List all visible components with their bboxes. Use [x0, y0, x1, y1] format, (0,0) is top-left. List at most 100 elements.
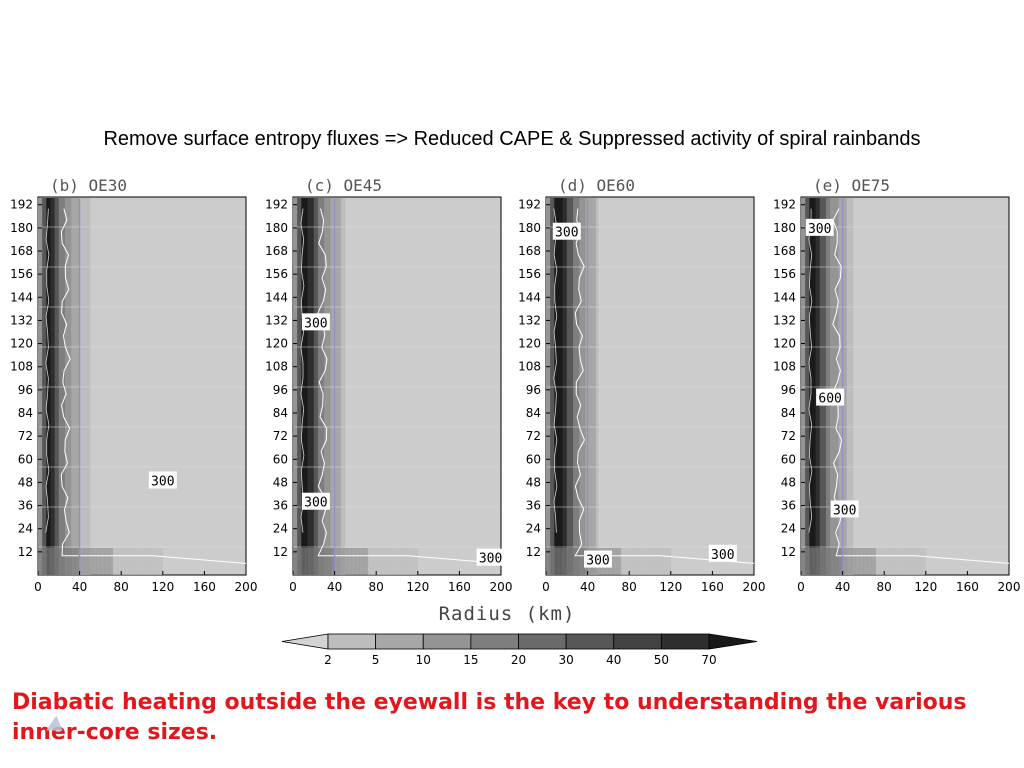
heating-shade-strip — [301, 198, 304, 575]
y-tick-label: 60 — [526, 452, 541, 466]
heating-shade-strip — [589, 198, 593, 575]
heating-shade-strip — [573, 198, 576, 575]
boundary-shade — [612, 548, 618, 575]
y-tick-label: 108 — [10, 360, 33, 374]
heating-shade-strip — [558, 198, 561, 575]
heating-shade-strip — [830, 198, 833, 575]
y-tick-label: 24 — [781, 522, 796, 536]
heating-shade-strip — [828, 198, 831, 575]
boundary-shade — [801, 548, 806, 575]
y-tick-label: 144 — [518, 290, 541, 304]
colorbar-tick-label: 2 — [324, 653, 332, 667]
panel-4: 300 600 300 12 24 36 48 60 72 84 96 108 120 132 144 156… — [773, 176, 1020, 594]
contour-line — [317, 208, 502, 564]
boundary-shade — [917, 548, 923, 575]
y-tick-label: 60 — [273, 452, 288, 466]
colorbar-box — [327, 633, 377, 650]
boundary-shade — [888, 548, 893, 575]
y-tick-label: 12 — [273, 545, 288, 559]
contour-label-box — [301, 492, 330, 510]
heating-shade-strip — [38, 198, 41, 575]
boundary-shade — [558, 548, 564, 575]
heating-shade-strip — [838, 198, 841, 575]
y-tick-label: 84 — [273, 406, 288, 420]
y-tick-label: 192 — [265, 198, 288, 212]
heating-shade-strip — [552, 198, 555, 575]
contour-label-box — [830, 500, 859, 518]
boundary-shade — [616, 548, 622, 575]
boundary-shade — [805, 548, 810, 575]
contour-line — [574, 208, 755, 564]
y-tick-label: 120 — [773, 337, 796, 351]
contour-line — [45, 208, 50, 533]
slide-title: Remove surface entropy fluxes => Reduced… — [103, 128, 921, 150]
boundary-shade — [809, 548, 814, 575]
y-tick-label: 180 — [10, 221, 33, 235]
contour-label-box — [476, 548, 505, 566]
colorbar-box — [375, 633, 424, 650]
heating-shade-strip — [844, 198, 848, 575]
boundary-shade — [71, 548, 76, 575]
contour-label-text: 300 — [304, 496, 327, 511]
heating-shade-strip — [85, 198, 89, 575]
heating-shade-strip — [307, 198, 311, 575]
boundary-shade — [142, 548, 147, 575]
boundary-shade — [146, 548, 151, 575]
boundary-shade — [637, 548, 643, 575]
boundary-shade — [388, 548, 394, 575]
boundary-shade — [117, 548, 122, 575]
colorbar-tick-label: 40 — [606, 653, 621, 667]
heating-shade-strip — [83, 198, 87, 575]
y-tick-label: 144 — [773, 290, 796, 304]
x-tick-label: 120 — [914, 580, 937, 594]
boundary-shade — [641, 548, 647, 575]
contour-label-box — [584, 550, 612, 568]
y-tick-label: 96 — [781, 383, 796, 397]
contour-label-text: 300 — [586, 554, 609, 569]
contour-label: 300 — [301, 313, 330, 331]
boundary-shade — [129, 548, 135, 575]
heating-shade-strip — [577, 198, 580, 575]
y-tick-label: 192 — [518, 198, 541, 212]
boundary-shade — [54, 548, 60, 575]
x-tick-label: 200 — [743, 580, 766, 594]
boundary-shade — [50, 548, 56, 575]
boundary-shade — [351, 548, 356, 575]
colorbar-box — [470, 633, 519, 650]
boundary-shade — [570, 548, 576, 575]
y-tick-label: 168 — [265, 244, 288, 258]
boundary-shade — [313, 548, 319, 575]
heating-shade-strip — [336, 198, 340, 575]
boundary-shade — [550, 548, 555, 575]
boundary-shade — [875, 548, 881, 575]
boundary-shade — [562, 548, 568, 575]
x-tick-label: 160 — [701, 580, 724, 594]
boundary-shade — [334, 548, 340, 575]
boundary-shade — [554, 548, 559, 575]
boundary-shade — [46, 548, 51, 575]
contour-label: 300 — [805, 218, 834, 237]
panel-1: 300 12 24 36 48 60 72 84 96 108 120 132 144 156 168 180… — [10, 176, 257, 594]
y-tick-label: 156 — [518, 267, 541, 281]
colorbar-arrow-right — [708, 633, 758, 650]
y-tick-label: 36 — [273, 499, 288, 513]
colorbar-box — [613, 633, 662, 650]
heating-shade-strip — [550, 198, 553, 575]
boundary-shade — [884, 548, 889, 575]
boundary-shade — [38, 548, 43, 575]
contour-label-box — [552, 222, 581, 240]
heating-shade-strip — [315, 198, 319, 575]
panel-2: 300 300 300 12 24 36 48 60 72 84 96 108 120 132 144 156… — [265, 176, 512, 594]
y-tick-label: 108 — [773, 360, 796, 374]
boundary-shade — [309, 548, 315, 575]
heating-shade-strip — [801, 198, 804, 575]
heating-shade-strip — [303, 198, 306, 575]
boundary-shade — [338, 548, 344, 575]
heating-shade-strip — [309, 198, 313, 575]
boundary-shade — [813, 548, 819, 575]
x-tick-label: 160 — [193, 580, 216, 594]
heating-shade-strip — [40, 198, 43, 575]
x-tick-label: 120 — [406, 580, 429, 594]
boundary-shade — [305, 548, 311, 575]
boundary-shade — [850, 548, 856, 575]
